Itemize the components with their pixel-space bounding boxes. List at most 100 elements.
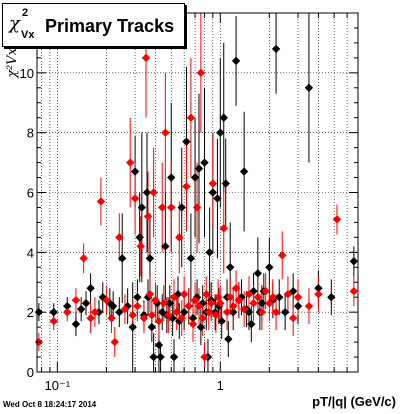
data-point-black (145, 254, 155, 263)
data-point-red (229, 301, 238, 311)
data-point-red (107, 313, 116, 323)
data-point-black (293, 301, 303, 311)
data-point-red (192, 203, 202, 212)
data-point-black (257, 298, 267, 308)
data-point-red (207, 298, 216, 308)
data-point-black (304, 83, 314, 92)
data-point-red (169, 293, 179, 302)
data-point-black (63, 301, 72, 311)
data-point-black (205, 248, 214, 257)
data-point-red (216, 298, 225, 308)
data-point-red (265, 298, 274, 308)
data-point-red (349, 287, 359, 296)
data-point-red (90, 307, 100, 317)
y-tick-label: 10 (20, 66, 34, 81)
data-point-red (196, 68, 206, 78)
data-point-black (229, 307, 238, 317)
data-point-red (147, 310, 157, 320)
data-point-red (149, 188, 158, 197)
data-point-black (216, 128, 225, 137)
data-point-red (158, 203, 167, 212)
data-point-red (167, 203, 176, 212)
y-tick-label: 4 (27, 245, 34, 260)
data-point-red (222, 307, 232, 317)
data-point-black (167, 173, 176, 182)
data-point-red (234, 296, 244, 305)
data-point-red (177, 313, 186, 323)
data-point-black (115, 307, 124, 317)
x-tick-label: 1 (217, 378, 224, 393)
data-point-red (179, 290, 189, 299)
data-point-black (108, 301, 118, 311)
data-point-black (137, 203, 147, 212)
data-point-red (202, 290, 211, 299)
y-axis-label: χ²Vx (5, 47, 20, 78)
data-point-red (110, 337, 119, 347)
data-point-red (49, 316, 58, 326)
data-point-red (332, 215, 342, 224)
data-point-red (184, 301, 193, 311)
data-point-black (182, 137, 191, 146)
data-point-black (161, 242, 170, 251)
axes: 0 2 4 6 8 10 10⁻¹ 1 χ²Vx (5, 12, 359, 393)
data-point-red (190, 296, 200, 305)
data-point-black (86, 284, 95, 293)
data-point-red (186, 113, 196, 122)
data-point-black (177, 203, 186, 212)
data-point-black (217, 316, 226, 326)
data-point-red (115, 233, 124, 242)
data-point-red (231, 284, 241, 293)
data-point-black (188, 313, 198, 323)
data-point-red (204, 307, 213, 317)
data-point-black (71, 319, 81, 329)
data-point-red (200, 352, 209, 362)
data-point-black (186, 254, 196, 263)
data-point-black (231, 56, 241, 66)
data-point-black (49, 307, 58, 317)
data-point-red (283, 290, 293, 299)
data-point-red (154, 316, 164, 326)
data-point-black (271, 44, 281, 54)
data-point-black (165, 298, 175, 308)
data-point-red (141, 53, 151, 63)
data-point-black (221, 179, 230, 188)
data-point-black (239, 167, 249, 176)
data-point-black (133, 293, 142, 302)
data-point-red (198, 313, 207, 323)
data-point-black (190, 173, 200, 182)
data-point-red (86, 313, 95, 323)
data-point-red (188, 319, 198, 329)
data-point-red (102, 296, 111, 305)
data-point-red (257, 307, 267, 317)
timestamp-footer: Wed Oct 8 18:24:17 2014 (3, 400, 97, 409)
data-point-black (117, 254, 127, 263)
data-point-red (175, 233, 184, 242)
data-point-red (161, 128, 170, 137)
data-point-red (261, 287, 270, 296)
title-subscript: Vx (21, 29, 35, 41)
data-point-red (71, 296, 81, 305)
data-point-red (208, 179, 218, 188)
data-point-red (63, 307, 72, 317)
title-chi-symbol: χ (9, 13, 20, 34)
data-point-black (213, 194, 222, 203)
data-point-black (154, 340, 164, 350)
data-point-red (126, 158, 135, 167)
data-point-red (159, 298, 168, 308)
data-point-black (225, 263, 235, 272)
data-point-red (194, 301, 204, 311)
y-tick-label: 2 (27, 305, 34, 320)
data-point-red (304, 301, 314, 311)
data-point-black (128, 322, 137, 332)
y-tick-label: 8 (27, 126, 34, 141)
data-point-red (133, 301, 142, 311)
data-point-red (244, 290, 254, 299)
data-point-red (172, 307, 181, 317)
data-point-black (81, 298, 91, 308)
x-axis-label: pT/|q| (GeV/c) (312, 394, 396, 409)
data-point-red (253, 293, 263, 302)
data-point-red (314, 290, 323, 299)
data-point-red (96, 197, 106, 206)
data-point-red (211, 310, 221, 320)
